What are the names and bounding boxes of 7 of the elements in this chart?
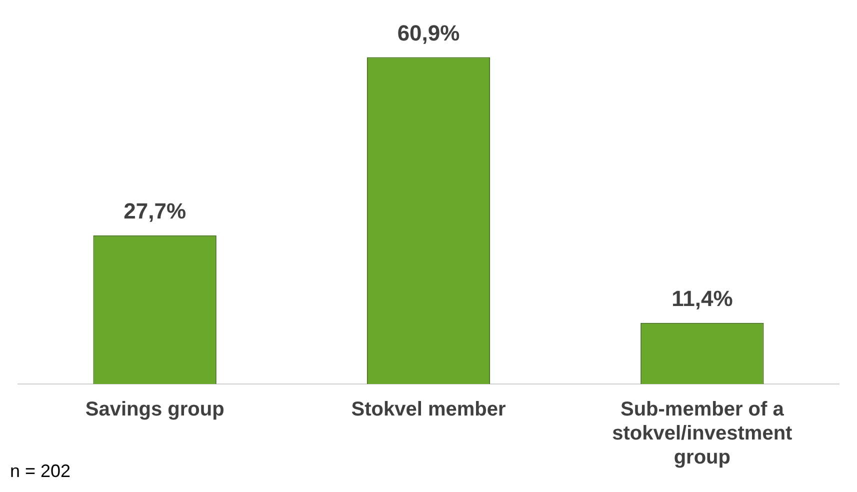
x-tick-label: Sub-member of a stokvel/investment group: [612, 398, 793, 469]
data-label: 60,9%: [397, 20, 460, 46]
x-tick-label: Savings group: [85, 398, 224, 421]
data-label: 27,7%: [124, 198, 186, 224]
text: n = 202: [10, 461, 71, 482]
data-label: 11,4%: [672, 286, 733, 311]
x-tick-label: Stokvel member: [351, 398, 506, 421]
